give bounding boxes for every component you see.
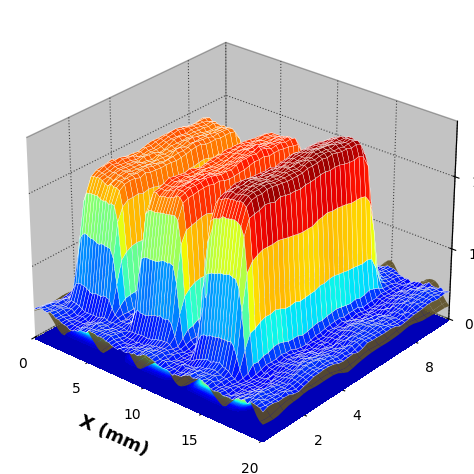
X-axis label: X (mm): X (mm) bbox=[76, 413, 151, 460]
